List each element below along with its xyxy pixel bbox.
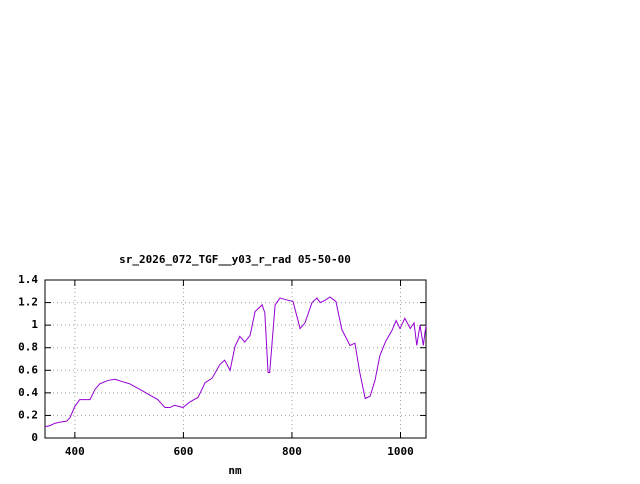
y-tick-label: 0.2 [18,408,38,421]
y-tick-label: 1 [31,318,38,331]
y-tick-label: 0.8 [18,341,38,354]
x-tick-label: 400 [65,445,85,458]
y-tick-label: 1.2 [18,296,38,309]
plot-frame [44,279,427,439]
y-tick-label: 0.6 [18,363,38,376]
chart-title: sr_2026_072_TGF__y03_r_rad 05-50-00 [119,253,351,266]
x-tick-label: 1000 [387,445,414,458]
data-line [44,296,427,428]
x-tick-label: 800 [282,445,302,458]
y-tick-label: 0.4 [18,386,38,399]
y-tick-label: 1.4 [18,273,38,286]
x-tick-label: 600 [173,445,193,458]
x-axis-label: nm [228,464,242,477]
y-tick-label: 0 [31,431,38,444]
